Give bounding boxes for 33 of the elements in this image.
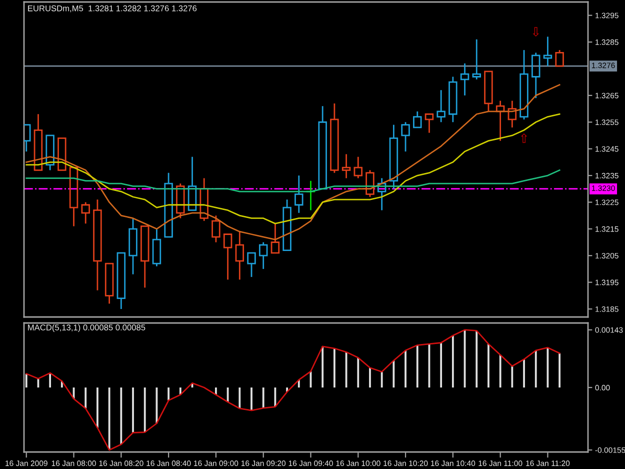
candlestick <box>34 113 43 171</box>
candlestick <box>270 222 280 254</box>
candlestick <box>496 100 505 142</box>
candlestick <box>436 89 446 123</box>
candlestick <box>46 134 54 171</box>
annotation: ⇧ <box>520 133 528 143</box>
candlestick <box>342 153 351 179</box>
candlestick <box>508 100 517 128</box>
annotation: ⇩ <box>532 27 539 37</box>
candlestick <box>424 113 434 134</box>
candlestick <box>460 62 470 96</box>
candlestick <box>104 262 114 304</box>
candlestick <box>164 172 173 238</box>
line-series <box>26 113 560 224</box>
chart-title: EURUSDm,M5 1.3281 1.3282 1.3276 1.3276 <box>28 5 197 12</box>
chart-title: MACD(5,13,1) 0.00085 0.00085 <box>28 324 146 332</box>
candlestick <box>235 230 244 280</box>
candlestick <box>223 234 232 280</box>
candlestick <box>413 110 422 128</box>
candlestick <box>188 156 197 211</box>
candlestick <box>294 174 304 214</box>
candlestick <box>93 198 102 291</box>
candlestick <box>247 252 256 278</box>
candlestick <box>318 105 327 190</box>
line-series <box>26 84 560 240</box>
candlestick <box>69 166 78 227</box>
candlestick <box>448 76 458 123</box>
candlestick <box>58 137 66 171</box>
candlestick <box>140 226 150 288</box>
candlestick <box>543 36 552 67</box>
candlestick <box>128 218 138 275</box>
candlestick <box>116 252 126 310</box>
candlestick <box>377 177 386 211</box>
